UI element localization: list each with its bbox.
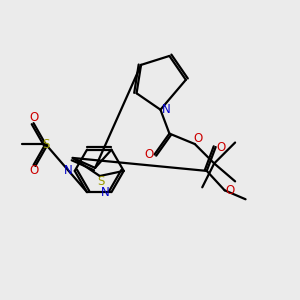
Text: O: O — [29, 111, 38, 124]
Text: S: S — [98, 175, 105, 188]
Text: N: N — [100, 186, 109, 199]
Text: O: O — [194, 132, 203, 145]
Text: N: N — [162, 103, 171, 116]
Text: O: O — [216, 140, 226, 154]
Text: O: O — [29, 164, 38, 177]
Text: N: N — [64, 164, 73, 177]
Text: O: O — [225, 184, 235, 197]
Text: O: O — [145, 148, 154, 161]
Text: S: S — [42, 137, 49, 151]
